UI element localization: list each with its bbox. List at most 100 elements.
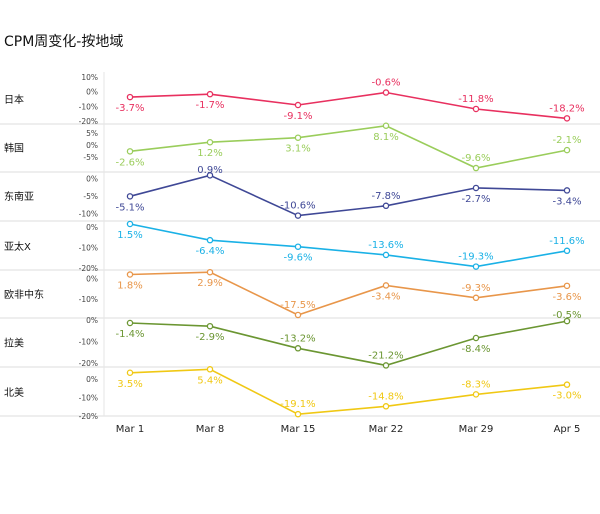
data-point [126,148,134,155]
data-label: -5.1% [115,202,144,213]
data-point [126,93,134,101]
chart-panels: 日本 10% 0% -10% -20% -3.7% -1.7% -9.1% -0.6% -11.8… [0,72,600,421]
y-tick-label: -10% [79,244,98,253]
data-point [126,369,134,376]
data-label: -9.1% [283,111,312,122]
y-tick-label: -10% [79,394,98,403]
data-label: -3.6% [552,292,581,303]
data-point [126,271,134,278]
data-label: -0.6% [371,78,400,89]
y-tick-label: -20% [79,359,98,368]
x-axis: Mar 1 Mar 8 Mar 15 Mar 22 Mar 29 Apr 5 [116,424,581,435]
data-label: -13.6% [368,240,403,251]
data-point [563,317,571,325]
series-line [129,174,568,217]
series-line [129,320,568,367]
data-label: -8.3% [461,379,490,390]
data-point [382,362,390,369]
y-tick-label: -20% [79,412,98,421]
data-label: 3.5% [117,379,142,390]
y-tick-label: 0% [86,141,98,150]
x-tick-label: Mar 22 [369,424,404,435]
data-label: -9.6% [283,253,312,264]
data-label: -0.5% [552,310,581,321]
data-point [382,251,390,259]
data-point [382,282,390,289]
x-tick-label: Apr 5 [554,424,581,435]
series-panel: 日本 10% 0% -10% -20% -3.7% -1.7% -9.1% -0.6% -11.8… [4,73,585,126]
data-label: -18.2% [549,103,584,114]
data-point [382,89,390,96]
data-label: -21.2% [368,350,403,361]
series-name: 拉美 [4,337,24,350]
series-name: 欧非中东 [4,288,44,301]
data-point [294,212,302,219]
data-point [472,263,480,270]
data-point [382,403,390,410]
data-label: -13.2% [280,333,315,344]
data-label: -3.4% [371,291,400,302]
series-line [129,368,568,416]
data-label: -11.8% [458,94,493,105]
data-label: -9.6% [461,153,490,164]
series-name: 北美 [4,386,24,399]
data-point [294,101,302,109]
y-tick-label: -20% [79,264,98,273]
data-label: -11.6% [549,236,584,247]
data-point [206,366,214,373]
y-tick-label: -20% [79,117,98,126]
data-label: -19.1% [280,399,315,410]
data-label: -2.7% [461,194,490,205]
data-label: -3.7% [115,103,144,114]
data-point [206,268,214,276]
series-panel: 韩国 5% 0% -5% -2.6% 1.2% 3.1% 8.1% -9.6% -2.1% [4,122,582,172]
y-tick-label: -5% [83,192,98,201]
data-label: -2.6% [115,157,144,168]
series-line [129,271,568,316]
x-tick-label: Mar 15 [281,424,316,435]
y-tick-label: 0% [86,316,98,325]
y-tick-label: 0% [86,175,98,184]
data-point [126,319,134,327]
x-tick-label: Mar 29 [459,424,494,435]
series-panel: 欧非中东 0% -10% 1.8% 2.9% -17.5% -3.4% -9.3% -3.6% [4,268,582,319]
data-point [472,334,480,342]
data-label: -7.8% [371,191,400,202]
data-label: 5.4% [197,375,222,386]
y-tick-label: 0% [86,223,98,232]
data-point [126,220,134,228]
y-tick-label: -10% [79,102,98,111]
series-name: 亚太X [4,240,31,253]
data-label: -3.0% [552,391,581,402]
series-panel: 亚太X 0% -10% -20% 1.5% -6.4% -9.6% -13.6% -19.3% -… [4,220,585,273]
data-point [206,90,214,98]
data-point [206,172,214,179]
data-point [472,294,480,302]
series-name: 东南亚 [4,190,34,203]
data-label: -9.3% [461,283,490,294]
data-label: -6.4% [195,246,224,257]
data-point [294,345,302,352]
y-tick-label: -10% [79,210,98,219]
series-name: 日本 [4,93,24,106]
chart-title: CPM周变化-按地域 [4,34,123,50]
data-point [126,193,134,200]
y-tick-label: 0% [86,375,98,384]
series-panel: 东南亚 0% -5% -10% -5.1% 0.9% -10.6% -7.8% -2.7% -3.… [4,165,582,219]
data-label: 2.9% [197,278,222,289]
data-point [563,247,571,255]
data-label: -1.7% [195,100,224,111]
data-point [294,311,302,319]
data-label: 0.9% [197,165,222,176]
data-point [206,138,214,146]
data-label: 1.2% [197,148,222,159]
data-label: -8.4% [461,344,490,355]
data-label: -19.3% [458,252,493,263]
data-point [206,322,214,330]
data-label: 1.5% [117,230,142,241]
y-tick-label: 0% [86,274,98,283]
data-point [563,115,571,122]
series-line [129,223,568,268]
data-label: -17.5% [280,300,315,311]
